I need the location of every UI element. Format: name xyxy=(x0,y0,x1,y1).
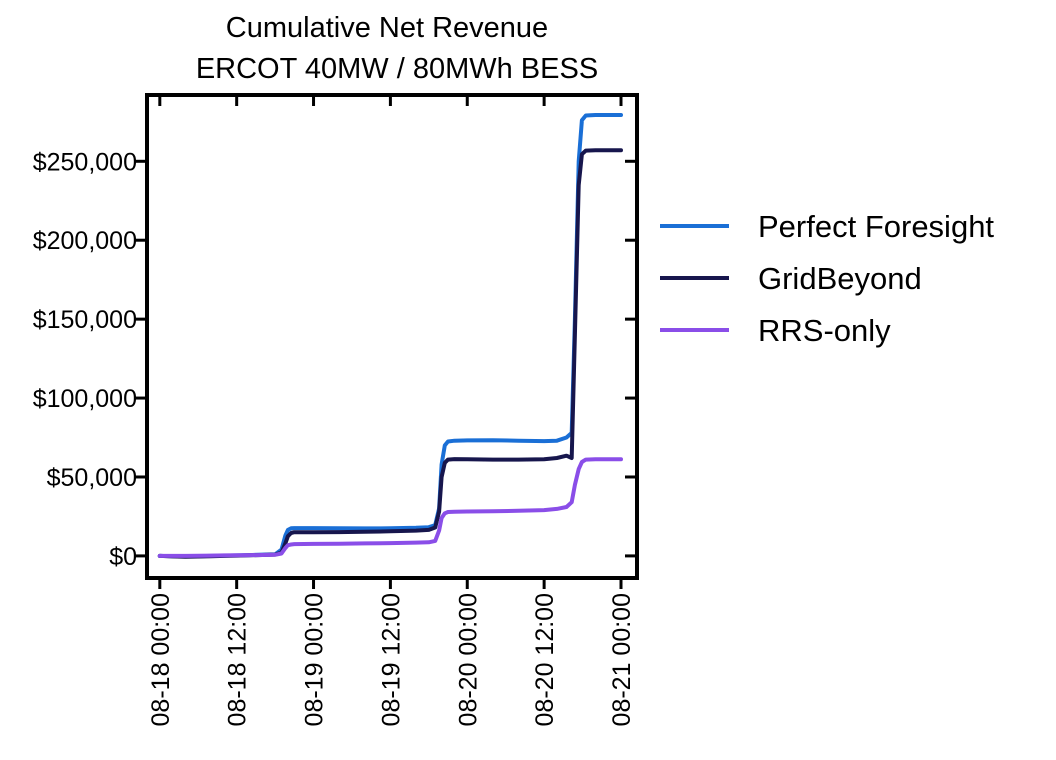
y-tick-label: $150,000 xyxy=(33,306,137,334)
y-tick-label: $0 xyxy=(109,543,137,571)
y-tick-label: $100,000 xyxy=(33,385,137,413)
legend-label-2: RRS-only xyxy=(758,313,891,348)
y-tick-label: $200,000 xyxy=(33,227,137,255)
series-line-2 xyxy=(157,457,623,558)
y-axis: $0 $50,000 $100,000 $150,000 $200,000 $250,00… xyxy=(33,148,637,571)
x-tick-label: 08-18 00:00 xyxy=(147,593,175,726)
x-tick-label: 08-20 00:00 xyxy=(454,593,482,726)
plot-series xyxy=(157,113,623,559)
x-axis: 08-18 00:00 08-18 12:00 08-19 00:00 08-19 1… xyxy=(147,95,636,726)
x-tick-label: 08-18 12:00 xyxy=(224,593,252,726)
x-tick-label: 08-19 12:00 xyxy=(377,593,405,726)
series-line-1 xyxy=(157,148,623,559)
y-tick-label: $50,000 xyxy=(47,464,137,492)
chart-title-line-2: ERCOT 40MW / 80MWh BESS xyxy=(196,53,598,85)
chart-title-line-1: Cumulative Net Revenue xyxy=(226,12,548,44)
x-tick-label: 08-19 00:00 xyxy=(301,593,329,726)
y-tick-label: $250,000 xyxy=(33,148,137,176)
plot-frame xyxy=(145,93,639,580)
legend: Perfect Foresight GridBeyond RRS-only xyxy=(660,209,994,348)
legend-label-1: GridBeyond xyxy=(758,261,922,296)
x-tick-label: 08-21 00:00 xyxy=(608,593,636,726)
x-tick-label: 08-20 12:00 xyxy=(531,593,559,726)
legend-label-0: Perfect Foresight xyxy=(758,209,994,244)
chart-title: Cumulative Net Revenue ERCOT 40MW / 80MW… xyxy=(196,12,598,85)
series-line-0 xyxy=(157,113,623,559)
